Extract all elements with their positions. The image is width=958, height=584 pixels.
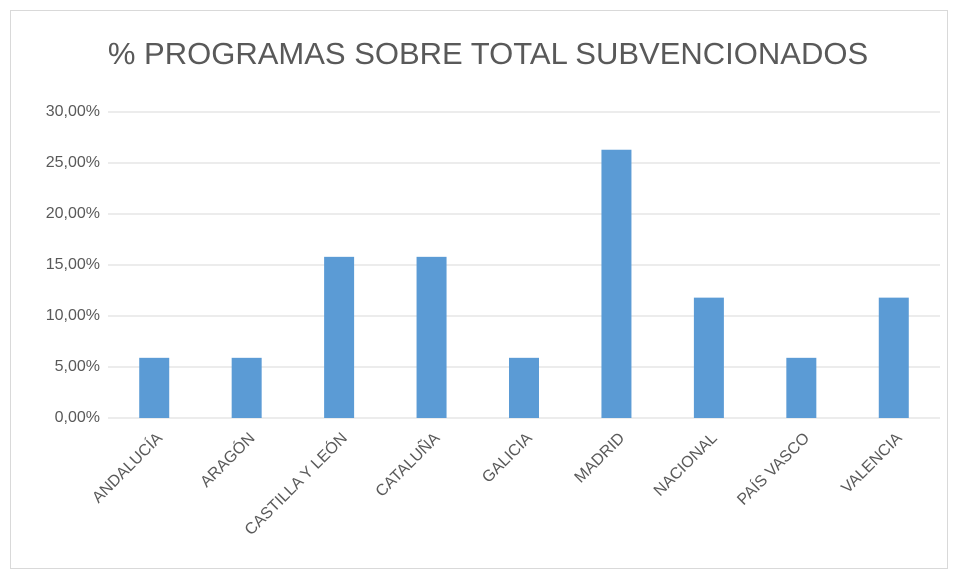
bar — [786, 357, 817, 418]
bar — [601, 149, 632, 419]
y-tick-label: 25,00% — [46, 154, 100, 171]
chart-title: % PROGRAMAS SOBRE TOTAL SUBVENCIONADOS — [108, 36, 868, 71]
bar — [231, 357, 262, 418]
bar — [693, 297, 724, 418]
bar — [509, 357, 539, 418]
y-tick-label: 0,00% — [55, 409, 100, 426]
chart-frame — [10, 10, 948, 569]
y-tick-label: 20,00% — [46, 205, 100, 222]
y-tick-label: 10,00% — [46, 307, 100, 324]
y-tick-label: 30,00% — [46, 103, 100, 120]
y-tick-label: 15,00% — [46, 256, 100, 273]
y-tick-label: 5,00% — [55, 358, 100, 375]
bar — [139, 357, 170, 418]
bar — [324, 256, 355, 418]
bar — [416, 256, 447, 418]
bar — [878, 297, 909, 418]
